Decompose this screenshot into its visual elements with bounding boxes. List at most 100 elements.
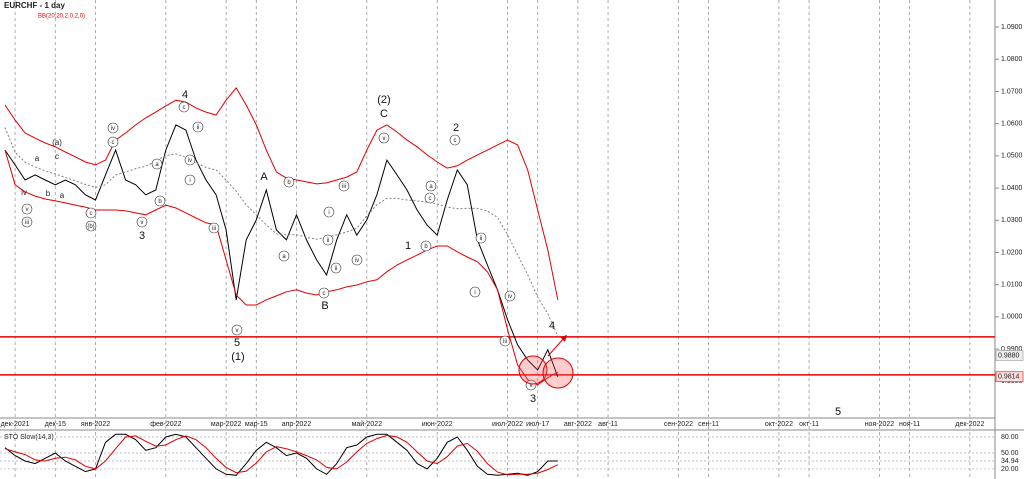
circled-label: ii [197, 125, 200, 131]
label-circle [21, 203, 33, 215]
label-circle [499, 335, 511, 347]
wave-label: 5 [835, 406, 841, 418]
wave-label: 2 [453, 122, 459, 134]
price-tag [995, 371, 1024, 383]
circled-label: ii [480, 236, 483, 242]
circled-label: c [454, 138, 457, 144]
label-circle [184, 154, 196, 166]
label-circle [469, 286, 481, 298]
x-tick-label: июл-17 [526, 421, 549, 428]
y-tick-label: 1.0700 [1001, 88, 1023, 95]
y-tick-label: 1.0500 [1001, 153, 1023, 160]
label-circle [178, 101, 190, 113]
circled-label: v [530, 383, 533, 389]
label-circle [278, 250, 290, 262]
x-tick-label: июн-2022 [422, 421, 453, 428]
band-line [4, 127, 559, 337]
circled-label: iv [188, 158, 192, 164]
y-tick-label: 1.0300 [1001, 217, 1023, 224]
x-tick-label: янв-2022 [81, 421, 110, 428]
x-tick-label: ноя-2022 [865, 421, 895, 428]
stoch-tick-label: 20.00 [1001, 466, 1019, 473]
wave-label: a [35, 154, 40, 163]
circled-label: v [236, 328, 239, 334]
circled-label: iv [355, 258, 359, 264]
stoch-tick-label: 34.94 [1001, 458, 1019, 465]
wave-label: 5 [234, 337, 240, 349]
wave-label: 1 [405, 240, 411, 252]
circled-label: iv [111, 126, 115, 132]
x-tick-label: дек-15 [45, 421, 66, 428]
label-circle [85, 207, 97, 219]
circled-label: ii [327, 238, 330, 244]
label-circle [504, 290, 516, 302]
y-tick-label: 1.0100 [1001, 282, 1023, 289]
highlight-circle [518, 355, 548, 385]
label-circle [231, 324, 243, 336]
price-tag-label: 0.9880 [998, 352, 1020, 359]
circled-label: (b) [87, 224, 94, 230]
label-circle [107, 136, 119, 148]
label-circle [420, 240, 432, 252]
label-circle [154, 195, 166, 207]
wave-label: C [380, 108, 388, 120]
circled-label: b [424, 244, 428, 250]
label-circle [85, 220, 97, 232]
label-circle [21, 216, 33, 228]
circled-label: v [26, 207, 29, 213]
marks: дек-2021 дек-15 янв-2022 фев-2022 мар-2022 ма… [0, 24, 1024, 476]
arrow-head [560, 335, 567, 342]
wave-label: iv [21, 188, 27, 197]
label-circle [323, 206, 335, 218]
label-circle [318, 287, 330, 299]
x-tick-label: май-2022 [352, 420, 383, 428]
label-circle [107, 122, 119, 134]
circled-label: b [287, 180, 291, 186]
label-circle [322, 234, 334, 246]
wave-label: c [55, 152, 59, 161]
label-circle [192, 121, 204, 133]
label-circle [330, 262, 342, 274]
x-tick-label: апр-2022 [282, 421, 312, 428]
circled-label: i [328, 210, 329, 216]
y-tick-label: 0.9900 [1001, 346, 1023, 353]
indicator-label: BB(20,20,2.0,2,0) [38, 14, 85, 20]
wave-label: (1) [231, 351, 244, 363]
arrow-line [547, 337, 565, 357]
x-tick-label: мар-2022 [211, 421, 242, 428]
wave-label: 4 [182, 89, 188, 101]
circled-label: c [183, 105, 186, 111]
wave-label: 4 [549, 320, 555, 332]
price-tag [995, 350, 1024, 361]
stoch-line [4, 434, 559, 476]
wave-label: 3 [139, 230, 145, 242]
wave-label: (2) [377, 94, 390, 106]
x-tick-label: авг-11 [598, 421, 618, 428]
label-circle [208, 222, 220, 234]
y-tick-label: 1.0400 [1001, 185, 1023, 192]
label-circle [449, 134, 461, 146]
circled-label: a [282, 254, 286, 260]
label-circle [475, 232, 487, 244]
circled-label: a [429, 184, 433, 190]
label-circle [351, 254, 363, 266]
band-line [4, 87, 559, 300]
stoch-tick-label: 80.00 [1001, 434, 1019, 441]
stoch-tick-label: 50.00 [1001, 450, 1019, 457]
y-tick-label: 1.0200 [1001, 249, 1023, 256]
circled-label: ii [335, 266, 338, 272]
price-tag-label: 0.9814 [998, 374, 1020, 381]
label-circle [338, 180, 350, 192]
circled-label: c [429, 196, 432, 202]
wave-label: (a) [52, 138, 62, 147]
circled-label: iii [25, 220, 29, 226]
label-circle [525, 379, 537, 391]
x-tick-label: дек-2021 [1, 421, 30, 428]
circled-label: iii [503, 339, 507, 345]
x-tick-label: сен-11 [698, 421, 719, 428]
chart-title: EURCHF - 1 day [4, 1, 65, 10]
label-circle [283, 176, 295, 188]
circled-label: v [383, 136, 386, 142]
